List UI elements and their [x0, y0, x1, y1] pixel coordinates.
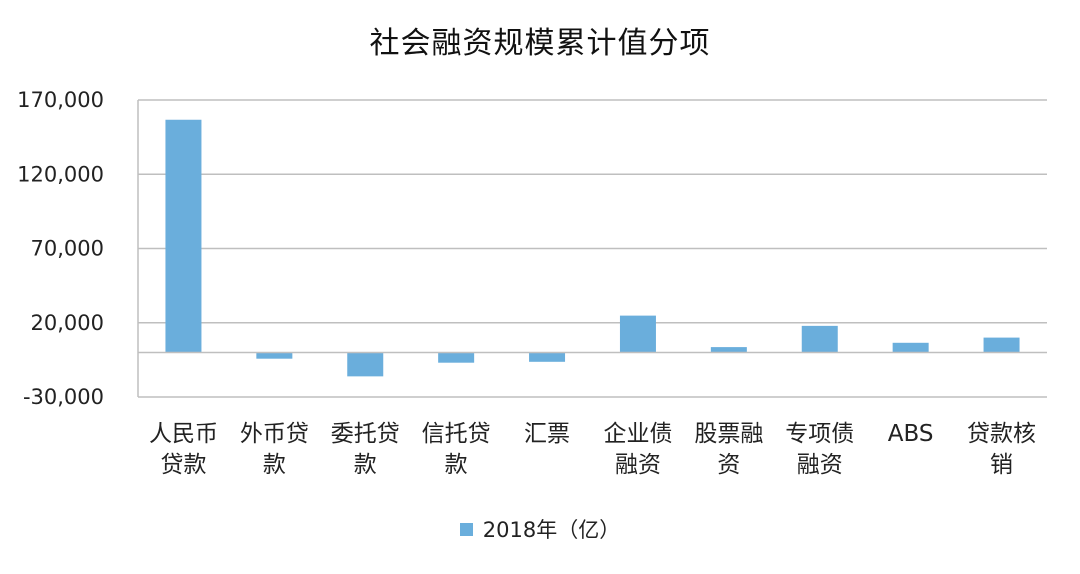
x-category-label: 汇票: [524, 421, 570, 447]
legend: 2018年（亿）: [0, 514, 1080, 544]
x-category-label: 企业债融资: [603, 421, 672, 478]
x-category-label: ABS: [888, 421, 934, 447]
y-tick-label: 120,000: [17, 162, 104, 186]
bar: [347, 352, 384, 377]
bar: [438, 352, 475, 363]
x-category-label: 外币贷款: [240, 421, 309, 478]
bar: [256, 352, 293, 359]
bar: [801, 325, 838, 353]
x-category-label: 股票融资: [694, 421, 763, 478]
x-category-label: 委托贷款: [331, 421, 400, 478]
bar: [165, 119, 202, 353]
bar: [529, 352, 566, 362]
y-tick-label: -30,000: [23, 385, 104, 409]
y-tick-label: 70,000: [31, 237, 104, 261]
x-category-label: 专项债融资: [785, 421, 854, 478]
bar: [983, 337, 1020, 353]
y-tick-label: 170,000: [17, 88, 104, 112]
legend-label: 2018年（亿）: [482, 518, 621, 542]
y-tick-label: 20,000: [31, 311, 104, 335]
bar: [619, 315, 656, 353]
x-category-label: 人民币贷款: [149, 421, 218, 478]
bar: [892, 342, 929, 353]
chart-title: 社会融资规模累计值分项: [369, 26, 711, 61]
legend-swatch: [459, 522, 473, 536]
bar: [710, 347, 747, 353]
x-category-label: 信托贷款: [422, 421, 491, 478]
x-category-label: 贷款核销: [967, 421, 1036, 478]
